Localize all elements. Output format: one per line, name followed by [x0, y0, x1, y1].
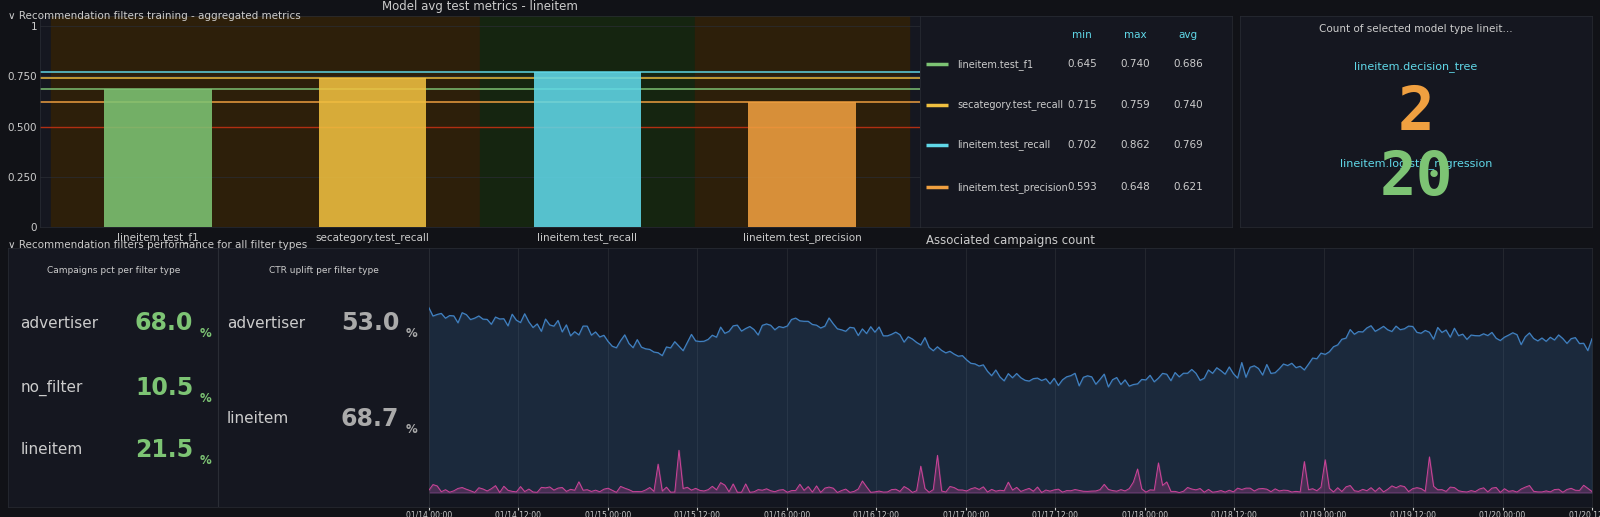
Text: 20: 20: [1379, 149, 1453, 208]
Text: lineitem.logistic_regression: lineitem.logistic_regression: [1339, 158, 1493, 170]
Text: 0.702: 0.702: [1067, 140, 1098, 150]
Bar: [104, 89, 211, 227]
Text: lineitem: lineitem: [21, 442, 83, 458]
Text: %: %: [200, 391, 211, 405]
Text: secategory.test_recall: secategory.test_recall: [957, 99, 1064, 110]
Text: Campaigns pct per filter type: Campaigns pct per filter type: [46, 266, 179, 275]
Text: 21.5: 21.5: [134, 438, 194, 462]
Text: 0.759: 0.759: [1120, 100, 1150, 110]
Title: Model avg test metrics - lineitem: Model avg test metrics - lineitem: [382, 0, 578, 13]
Text: 0.593: 0.593: [1067, 182, 1098, 192]
Text: 10.5: 10.5: [134, 376, 194, 400]
Text: %: %: [200, 453, 211, 467]
Text: advertiser: advertiser: [21, 315, 99, 331]
Text: %: %: [406, 327, 418, 340]
Bar: [51, 16, 266, 227]
Text: advertiser: advertiser: [227, 315, 306, 331]
Text: 0.686: 0.686: [1173, 59, 1203, 69]
Bar: [534, 72, 642, 227]
Text: Count of selected model type lineit...: Count of selected model type lineit...: [1318, 24, 1514, 34]
Text: ∨ Recommendation filters performance for all filter types: ∨ Recommendation filters performance for…: [8, 240, 307, 250]
Text: lineitem.test_f1: lineitem.test_f1: [957, 59, 1034, 70]
Bar: [266, 16, 480, 227]
Text: %: %: [406, 422, 418, 436]
Bar: [749, 102, 856, 227]
Text: %: %: [200, 327, 211, 340]
Text: 2: 2: [1398, 84, 1434, 143]
Text: ∨ Recommendation filters training - aggregated metrics: ∨ Recommendation filters training - aggr…: [8, 11, 301, 21]
Text: 0.621: 0.621: [1173, 182, 1203, 192]
Title: Associated campaigns count: Associated campaigns count: [926, 234, 1094, 247]
Text: lineitem.test_precision: lineitem.test_precision: [957, 182, 1069, 193]
Text: min: min: [1072, 31, 1093, 40]
Text: 68.7: 68.7: [341, 407, 400, 431]
Text: 53.0: 53.0: [341, 311, 400, 335]
Text: 0.740: 0.740: [1120, 59, 1150, 69]
Text: lineitem.test_recall: lineitem.test_recall: [957, 140, 1051, 150]
Text: 0.645: 0.645: [1067, 59, 1098, 69]
Bar: [318, 78, 426, 227]
Bar: [480, 16, 694, 227]
Text: lineitem.decision_tree: lineitem.decision_tree: [1354, 61, 1478, 72]
Text: CTR uplift per filter type: CTR uplift per filter type: [269, 266, 379, 275]
Text: 0.862: 0.862: [1120, 140, 1150, 150]
Text: 0.740: 0.740: [1173, 100, 1203, 110]
Text: 0.648: 0.648: [1120, 182, 1150, 192]
Text: lineitem: lineitem: [227, 411, 290, 427]
Text: 68.0: 68.0: [134, 311, 194, 335]
Text: 0.769: 0.769: [1173, 140, 1203, 150]
Text: avg: avg: [1179, 31, 1198, 40]
Text: 0.715: 0.715: [1067, 100, 1098, 110]
Text: no_filter: no_filter: [21, 379, 83, 396]
Text: max: max: [1123, 31, 1147, 40]
Bar: [694, 16, 909, 227]
